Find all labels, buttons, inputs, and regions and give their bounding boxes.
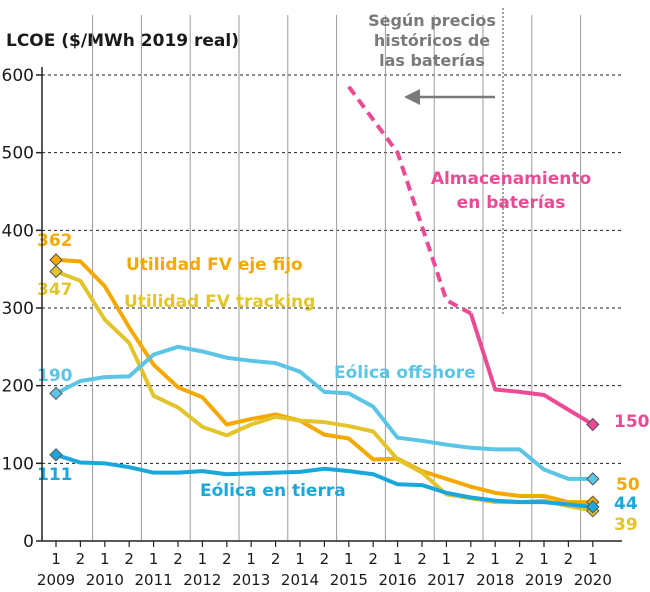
arrow-left-icon [404,89,420,105]
start-value-label: 362 [37,231,73,251]
end-value-label: 50 [616,475,640,495]
x-year-label: 2014 [281,571,319,588]
start-marker [49,386,63,401]
x-period-label: 1 [588,550,598,568]
x-period-label: 2 [320,550,330,568]
series-line [54,257,595,505]
series-lines [54,85,595,513]
x-period-label: 2 [417,550,427,568]
series-line [54,344,595,481]
annotation-text: Según precios [368,11,496,30]
x-period-label: 1 [149,550,159,568]
series-name-label: Almacenamiento [431,169,591,189]
x-period-label: 2 [222,550,232,568]
series-name-label: Eólica en tierra [200,481,346,501]
x-period-label: 2 [124,550,134,568]
start-marker [49,448,63,462]
annotation-text: las baterías [379,51,485,70]
x-year-label: 2018 [476,571,514,588]
x-year-label: 2019 [525,571,563,588]
x-year-label: 2020 [574,571,612,588]
x-year-label: 2017 [427,571,465,588]
x-period-label: 1 [295,550,305,568]
x-year-label: 2011 [135,571,173,588]
chart-title: LCOE ($/MWh 2019 real) [6,31,239,51]
x-year-label: 2015 [330,571,368,588]
series-name-label: Eólica offshore [334,363,476,383]
series-labels: Utilidad FV eje fijo Utilidad FV tracking… [37,169,650,535]
y-tick-label: 500 [2,144,34,164]
y-tick-label: 300 [2,299,34,319]
x-year-label: 2013 [232,571,270,588]
end-marker [586,500,600,514]
y-tick-label: 100 [2,454,34,474]
series-name-label: en baterías [457,193,566,213]
x-period-label: 1 [198,550,208,568]
start-marker [49,264,63,279]
series-line-dashed [347,85,472,316]
end-value-label: 44 [614,494,638,514]
y-tick-label: 200 [2,377,34,397]
x-period-label: 2 [76,550,86,568]
y-tick-label: 600 [2,66,34,86]
series-line [54,452,595,509]
start-value-label: 190 [37,366,73,386]
series-name-label: Utilidad FV tracking [124,292,315,312]
x-period-label: 1 [51,550,61,568]
y-tick-label: 400 [2,221,34,241]
end-value-label: 150 [614,412,650,432]
x-period-label: 2 [368,550,378,568]
x-year-label: 2016 [379,571,417,588]
end-value-label: 39 [614,515,638,535]
start-value-label: 111 [37,465,73,485]
x-year-label: 2012 [183,571,221,588]
end-marker [586,472,600,486]
x-year-label: 2009 [37,571,75,588]
x-year-label: 2010 [86,571,124,588]
x-period-label: 1 [539,550,549,568]
series-line [468,312,594,427]
markers [49,253,600,518]
x-period-label: 1 [490,550,500,568]
x-period-label: 1 [246,550,256,568]
x-period-label: 2 [564,550,574,568]
grid [42,15,622,541]
x-period-label: 1 [344,550,354,568]
end-marker [586,417,600,432]
x-period-label: 2 [515,550,525,568]
y-tick-label: 0 [23,532,34,552]
x-period-label: 2 [173,550,183,568]
x-period-label: 2 [271,550,281,568]
series-name-label: Utilidad FV eje fijo [126,255,303,275]
x-period-label: 1 [100,550,110,568]
x-period-label: 2 [466,550,476,568]
start-marker [49,253,63,267]
x-period-label: 1 [442,550,452,568]
annotation-text: históricos de [374,31,490,50]
x-period-label: 1 [393,550,403,568]
start-value-label: 347 [37,280,73,300]
